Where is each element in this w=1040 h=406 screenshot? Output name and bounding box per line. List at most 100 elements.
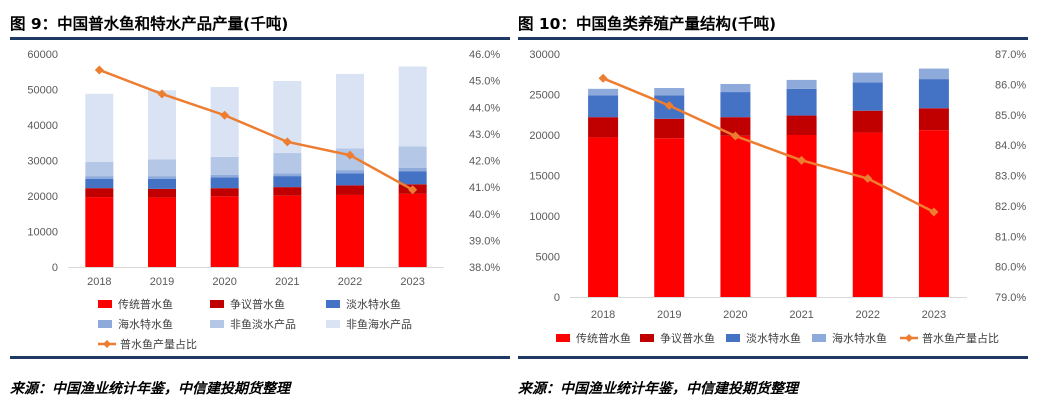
- x-tick-label: 2018: [591, 309, 615, 321]
- bar-6-2019: [148, 90, 176, 160]
- legend-swatch: [812, 334, 826, 342]
- share-line: [98, 68, 414, 191]
- x-tick-label: 2022: [856, 309, 880, 321]
- share-point-2020: [220, 110, 230, 120]
- legend-label: 争议普水鱼: [660, 331, 715, 345]
- bar-6-2018: [85, 93, 114, 162]
- y2-tick-label: 79.0%: [995, 292, 1026, 304]
- share-point-2021: [282, 137, 292, 147]
- bottom-rule: [10, 356, 510, 359]
- x-tick-label: 2018: [87, 276, 111, 288]
- title-rule: [518, 37, 1028, 40]
- legend-swatch: [98, 320, 112, 328]
- share-point-2022: [863, 174, 873, 184]
- bar-2-2021: [786, 115, 817, 135]
- x-tick-label: 2022: [338, 276, 362, 288]
- y-tick-label: 60000: [27, 49, 58, 61]
- y-tick-label: 20000: [27, 191, 58, 203]
- legend-line-marker: [103, 340, 111, 348]
- y-tick-label: 10000: [27, 227, 58, 239]
- share-point-2019: [157, 89, 167, 99]
- bar-2-2020: [720, 117, 751, 136]
- legend-swatch: [640, 334, 654, 342]
- bar-4-2023: [918, 68, 949, 80]
- legend-swatch: [726, 334, 740, 342]
- bar-3-2023: [398, 171, 427, 185]
- chart-left: 0 10000 20000 30000 40000 50000 60000 38.0% 39.0…: [27, 49, 500, 351]
- bar-6-2022: [336, 73, 364, 149]
- legend-swatch: [210, 300, 224, 308]
- x-tick-label: 2023: [922, 309, 946, 321]
- bar-2-2022: [852, 110, 883, 133]
- legend-swatch: [326, 300, 340, 308]
- x-tick-label: 2021: [275, 276, 299, 288]
- y-tick-label: 40000: [27, 120, 58, 132]
- legend-label: 淡水特水鱼: [746, 331, 801, 345]
- legend-label: 非鱼海水产品: [346, 317, 412, 331]
- bar-1-2020: [720, 135, 751, 297]
- y2-tick-label: 38.0%: [469, 262, 500, 274]
- bar-1-2022: [336, 194, 364, 267]
- bar-2-2023: [918, 108, 949, 131]
- y2-tick-label: 43.0%: [469, 129, 500, 141]
- chart-title: 图 10：中国鱼类养殖产量结构(千吨): [518, 15, 777, 33]
- x-tick-label: 2020: [212, 276, 236, 288]
- y2-tick-label: 81.0%: [995, 231, 1026, 243]
- share-point-2019: [664, 101, 674, 111]
- legend-swatch: [326, 320, 340, 328]
- y2-tick-label: 46.0%: [469, 49, 500, 61]
- share-point-2023: [929, 207, 939, 217]
- bar-4-2020: [210, 174, 239, 178]
- bar-4-2018: [85, 176, 114, 179]
- bar-1-2019: [654, 138, 685, 297]
- y2-tick-label: 86.0%: [995, 79, 1026, 91]
- bar-4-2019: [654, 88, 685, 96]
- bar-3-2018: [588, 95, 619, 118]
- legend-line-marker: [905, 334, 913, 342]
- bar-2-2019: [148, 188, 176, 198]
- source-note: 来源：中国渔业统计年鉴，中信建投期货整理: [10, 381, 290, 397]
- y2-tick-label: 42.0%: [469, 156, 500, 168]
- x-tick-label: 2021: [789, 309, 813, 321]
- y-tick-label: 25000: [529, 90, 560, 102]
- bar-2-2020: [210, 188, 239, 197]
- bar-6-2023: [398, 66, 427, 147]
- legend-label: 非鱼淡水产品: [230, 317, 296, 331]
- bar-1-2020: [210, 196, 239, 267]
- title-rule: [10, 37, 510, 40]
- bar-3-2020: [720, 92, 751, 118]
- y-tick-label: 10000: [529, 211, 560, 223]
- legend-swatch: [210, 320, 224, 328]
- bar-4-2019: [148, 176, 176, 179]
- share-point-2023: [408, 185, 418, 195]
- bar-1-2019: [148, 197, 176, 267]
- y2-tick-label: 83.0%: [995, 171, 1026, 183]
- bar-4-2023: [398, 167, 427, 172]
- bar-3-2021: [273, 176, 302, 188]
- share-point-2018: [94, 65, 104, 75]
- bar-2-2018: [588, 117, 619, 138]
- bar-4-2021: [786, 79, 817, 89]
- bar-3-2023: [918, 79, 949, 109]
- bar-3-2021: [786, 88, 817, 116]
- bar-1-2023: [398, 193, 427, 267]
- y2-tick-label: 87.0%: [995, 49, 1026, 61]
- legend-label: 传统普水鱼: [576, 331, 631, 345]
- legend-label: 海水特水鱼: [118, 317, 173, 331]
- bar-1-2021: [273, 195, 302, 267]
- y-tick-label: 50000: [27, 85, 58, 97]
- share-point-2022: [345, 150, 355, 160]
- bar-5-2023: [398, 146, 427, 168]
- bar-4-2021: [273, 173, 302, 177]
- y-tick-label: 0: [52, 262, 58, 274]
- left-chart-panel: 图 9：中国普水鱼和特水产品产量(千吨) 0 10000 20000 30000 400…: [10, 0, 520, 406]
- legend-label: 传统普水鱼: [118, 297, 173, 311]
- right-chart-panel: 图 10：中国鱼类养殖产量结构(千吨) 0 5000 10000 15000 20000…: [518, 0, 1028, 406]
- bar-4-2018: [588, 88, 619, 96]
- chart-right: 0 5000 10000 15000 20000 25000 30000 79.0% 80.0%…: [529, 49, 1026, 345]
- y2-tick-label: 45.0%: [469, 76, 500, 88]
- y-tick-label: 30000: [27, 156, 58, 168]
- bar-3-2018: [85, 178, 114, 189]
- bar-3-2022: [336, 173, 364, 186]
- bar-5-2020: [210, 156, 239, 175]
